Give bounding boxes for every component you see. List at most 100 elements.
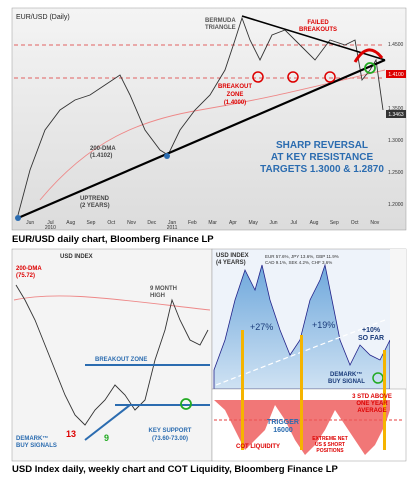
- x-tick-label: Aug: [66, 220, 75, 226]
- note-line: ONE YEAR: [356, 401, 388, 407]
- y-tick-label: 1.2500: [388, 170, 404, 176]
- x-tick-label: Dec: [147, 220, 156, 226]
- reversal-circle: [364, 62, 376, 74]
- x-tick-label: Jun: [26, 220, 34, 226]
- support-trend: [84, 404, 131, 441]
- reversal-note: SHARP REVERSAL AT KEY RESISTANCE TARGETS…: [260, 140, 384, 175]
- price-box-label: 1.3463: [388, 112, 404, 118]
- note-line: ZONE: [227, 92, 244, 98]
- x-tick-label: Apr: [229, 220, 237, 226]
- y-tick-label: 1.2000: [388, 202, 404, 208]
- panel-label: USD INDEX (4 YEARS): [216, 253, 249, 266]
- failed-note: FAILED BREAKOUTS: [299, 20, 337, 33]
- note-line: POSITIONS: [316, 448, 344, 454]
- arrow: [383, 350, 386, 450]
- panel-label: USD INDEX: [60, 254, 93, 260]
- x-tick-label: Sep: [87, 220, 96, 226]
- note-line: EUR 57.6%, JPY 13.6%, GBP 11.9%: [265, 254, 339, 259]
- year-label: 2011: [167, 225, 178, 231]
- weights-note: EUR 57.6%, JPY 13.6%, GBP 11.9% CAD 9.1%…: [265, 254, 339, 265]
- figure2-left-frame: [11, 248, 213, 462]
- x-tick-label: Jul: [291, 220, 297, 226]
- note-line: (2 YEARS): [80, 203, 110, 209]
- x-tick-label: Feb: [188, 220, 197, 226]
- y-tick-label: 1.3500: [388, 106, 404, 112]
- note-line: 16000: [273, 427, 293, 434]
- signal-arrows: [241, 330, 386, 450]
- x-tick-label: May: [248, 220, 258, 226]
- note-line: CAD 9.1%, SEK 4.2%, CHF 3.6%: [265, 260, 332, 265]
- x-tick-label: Sep: [330, 220, 339, 226]
- failed-circle: [287, 71, 299, 83]
- x-tick-label: Nov: [127, 220, 136, 226]
- x-tick-label: Jun: [269, 220, 277, 226]
- price-box: [386, 70, 406, 78]
- x-tick-label: Jan: [168, 220, 176, 226]
- note-line: AVERAGE: [357, 408, 386, 414]
- year-label: 2010: [45, 225, 56, 231]
- x-tick-label: Oct: [351, 220, 359, 226]
- note-line: (1.4000): [224, 100, 246, 106]
- price-line: [15, 284, 209, 426]
- note-line: (1.4102): [90, 153, 112, 159]
- note-line: 200-DMA: [90, 146, 116, 152]
- x-tick-label: Jul: [47, 220, 53, 226]
- dma-note: 200-DMA (75.72): [16, 266, 42, 279]
- note-line: 9 MONTH: [150, 286, 177, 292]
- demark-note: DEMARK™ BUY SIGNAL: [328, 371, 365, 385]
- index-area: [213, 263, 391, 390]
- note-line: AT KEY RESISTANCE: [271, 152, 374, 163]
- note-line: (73.60-73.00): [152, 436, 188, 442]
- x-axis: Jun Jul Aug Sep Oct Nov Dec Jan Feb Mar Apr May Jun J…: [26, 220, 380, 231]
- price-line: [17, 16, 384, 216]
- arrow: [300, 335, 303, 450]
- count-label: 13: [66, 429, 76, 439]
- pivot: [15, 215, 21, 221]
- extreme-note: EXTREME NET US $ SHORT POSITIONS: [312, 436, 348, 454]
- note-line: DEMARK™: [330, 371, 362, 378]
- zone-note: BREAKOUT ZONE (1.4000): [218, 84, 252, 106]
- triangle-note: BERMUDA TRIANGLE: [205, 18, 236, 31]
- note-line: BUY SIGNAL: [328, 379, 365, 385]
- failed-circle: [252, 71, 264, 83]
- note-line: TRIGGER: [267, 419, 299, 426]
- note-line: BREAKOUTS: [299, 27, 337, 33]
- note-line: BREAKOUT: [218, 84, 252, 90]
- signal-circle: [180, 398, 192, 410]
- note-line: SHARP REVERSAL: [276, 140, 368, 151]
- y-tick-label: 1.3000: [388, 138, 404, 144]
- price-box: [386, 110, 406, 118]
- note-line: USD INDEX: [216, 253, 249, 259]
- note-line: KEY SUPPORT: [149, 428, 192, 434]
- std-note: 3 STD ABOVE ONE YEAR AVERAGE: [352, 394, 392, 414]
- gain-label: +27%: [250, 322, 273, 332]
- failed-circle: [324, 71, 336, 83]
- moving-average: [39, 69, 386, 201]
- note-line: DEMARK™: [16, 435, 48, 442]
- note-line: BUY SIGNALS: [16, 443, 57, 449]
- note-line: BERMUDA: [205, 18, 236, 24]
- moving-average: [13, 295, 211, 311]
- note-line: EXTREME NET: [312, 436, 348, 442]
- x-tick-label: Aug: [310, 220, 319, 226]
- axis-strip: [390, 249, 406, 389]
- cot-note: COT LIQUIDITY: [236, 444, 280, 450]
- note-line: 3 STD ABOVE: [352, 394, 392, 400]
- zone-note: BREAKOUT ZONE: [95, 357, 147, 363]
- uptrend-note: UPTREND (2 YEARS): [80, 196, 110, 209]
- price-box-label: 1.4100: [388, 72, 404, 78]
- count-label: 9: [104, 433, 109, 443]
- x-tick-label: Mar: [208, 220, 217, 226]
- note-line: HIGH: [150, 293, 165, 299]
- trigger-note: TRIGGER 16000: [267, 419, 299, 434]
- note-line: US $ SHORT: [315, 442, 345, 448]
- note-line: (4 YEARS): [216, 260, 246, 266]
- x-tick-label: Oct: [107, 220, 115, 226]
- caption: EUR/USD daily chart, Bloomberg Finance L…: [12, 234, 214, 245]
- note-line: 200-DMA: [16, 266, 42, 272]
- note-line: TARGETS 1.3000 & 1.2870: [260, 164, 384, 175]
- note-line: (75.72): [16, 273, 35, 279]
- figure1-label: EUR/USD (Daily): [16, 14, 70, 21]
